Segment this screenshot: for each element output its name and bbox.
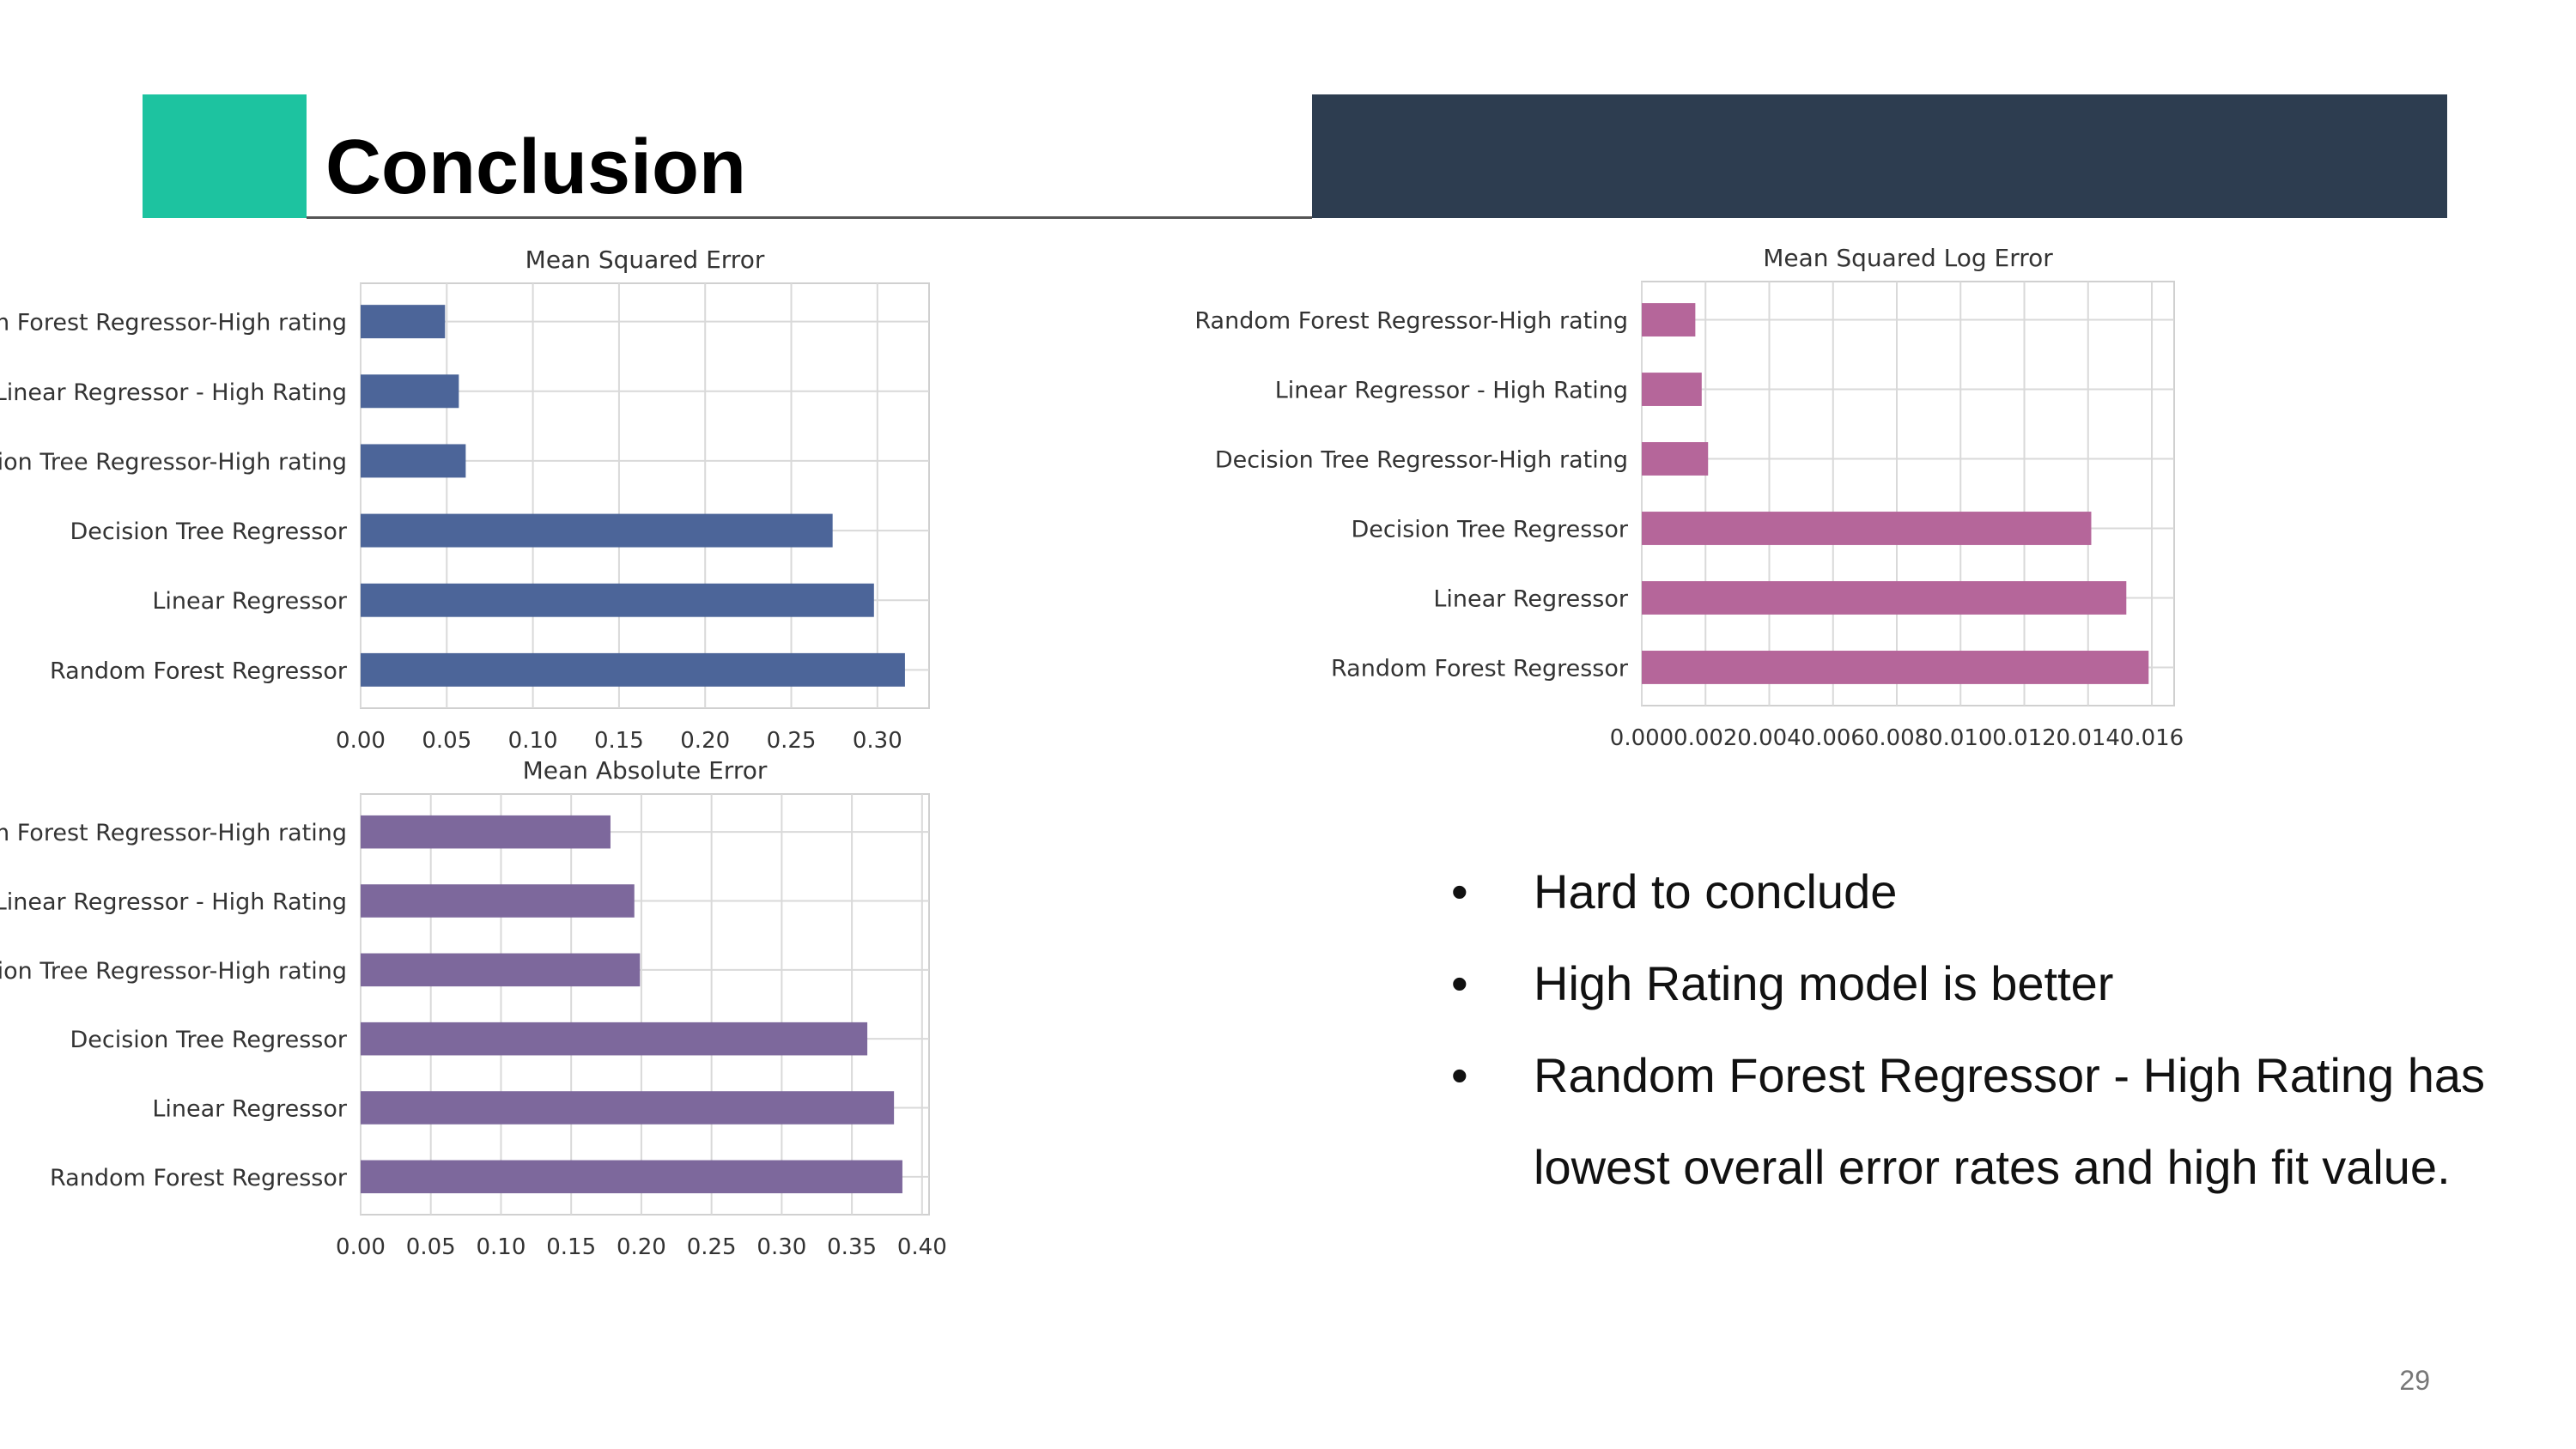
x-tick-label: 0.00 bbox=[336, 728, 386, 754]
category-label: Decision Tree Regressor-High rating bbox=[0, 449, 347, 476]
x-tick-label: 0.20 bbox=[680, 728, 730, 754]
category-label: Linear Regressor - High Rating bbox=[0, 379, 347, 406]
category-label: Decision Tree Regressor bbox=[70, 1027, 347, 1053]
bar bbox=[361, 583, 874, 617]
category-label: Random Forest Regressor bbox=[50, 1165, 348, 1191]
x-tick-label: 0.014 bbox=[2057, 725, 2120, 751]
plot-frame bbox=[360, 793, 930, 1216]
x-tick-label: 0.30 bbox=[853, 728, 902, 754]
x-tick-label: 0.05 bbox=[422, 728, 471, 754]
bullet-glyph: • bbox=[1451, 864, 1468, 919]
bullet-item: • High Rating model is better bbox=[1451, 937, 2542, 1029]
x-tick-label: 0.25 bbox=[687, 1234, 737, 1260]
x-tick-label: 0.000 bbox=[1610, 725, 1674, 751]
category-label: Linear Regressor bbox=[1433, 585, 1629, 612]
bar bbox=[1642, 512, 2092, 545]
x-tick-label: 0.004 bbox=[1737, 725, 1801, 751]
chart-title: Mean Squared Log Error bbox=[1763, 244, 2053, 272]
bar bbox=[1642, 442, 1709, 476]
x-tick-label: 0.10 bbox=[508, 728, 558, 754]
plot-frame bbox=[360, 282, 930, 709]
category-label: Linear Regressor - High Rating bbox=[0, 889, 347, 916]
bullet-item: • Random Forest Regressor - High Rating h… bbox=[1451, 1029, 2542, 1213]
msle-chart: Random Forest Regressor-High rating Linea… bbox=[1194, 244, 2184, 751]
slide-title: Conclusion bbox=[325, 124, 746, 210]
conclusion-bullets: • Hard to conclude • High Rating model is … bbox=[1451, 846, 2542, 1213]
x-tick-label: 0.012 bbox=[1992, 725, 2056, 751]
x-tick-label: 0.006 bbox=[1801, 725, 1865, 751]
category-label: Random Forest Regressor-High rating bbox=[1194, 308, 1628, 335]
category-label: Random Forest Regressor bbox=[50, 658, 348, 684]
bullet-text: Hard to conclude bbox=[1534, 864, 1898, 919]
category-label: Random Forest Regressor-High rating bbox=[0, 820, 347, 846]
bar bbox=[361, 444, 466, 478]
x-tick-label: 0.35 bbox=[827, 1234, 877, 1260]
bar bbox=[1642, 373, 1702, 406]
bar bbox=[361, 1091, 895, 1125]
x-tick-label: 0.010 bbox=[1929, 725, 1992, 751]
x-tick-label: 0.30 bbox=[756, 1234, 806, 1260]
x-tick-label: 0.40 bbox=[897, 1234, 947, 1260]
category-label: Linear Regressor - High Rating bbox=[1275, 378, 1628, 404]
bar bbox=[361, 513, 833, 548]
category-label: Decision Tree Regressor-High rating bbox=[1215, 447, 1628, 474]
bar bbox=[361, 884, 635, 918]
bar bbox=[1642, 651, 2149, 684]
bar bbox=[361, 1160, 902, 1194]
x-tick-label: 0.15 bbox=[546, 1234, 596, 1260]
category-label: Random Forest Regressor bbox=[1331, 655, 1629, 682]
mae-chart: Random Forest Regressor-High rating Linea… bbox=[0, 756, 947, 1260]
bar bbox=[361, 374, 459, 409]
x-tick-label: 0.25 bbox=[767, 728, 817, 754]
title-accent-block bbox=[143, 94, 307, 218]
chart-title: Mean Absolute Error bbox=[523, 756, 768, 785]
bullet-glyph: • bbox=[1451, 956, 1468, 1010]
x-tick-label: 0.15 bbox=[594, 728, 644, 754]
bar bbox=[361, 815, 611, 849]
category-label: Linear Regressor bbox=[152, 588, 348, 615]
x-tick-label: 0.05 bbox=[406, 1234, 456, 1260]
bar bbox=[1642, 303, 1696, 336]
bullet-item: • Hard to conclude bbox=[1451, 846, 2542, 937]
x-tick-label: 0.016 bbox=[2120, 725, 2184, 751]
category-label: Decision Tree Regressor bbox=[1351, 516, 1628, 543]
category-label: Linear Regressor bbox=[152, 1095, 348, 1122]
category-label: Decision Tree Regressor bbox=[70, 518, 347, 545]
x-tick-label: 0.002 bbox=[1674, 725, 1737, 751]
x-tick-label: 0.10 bbox=[477, 1234, 526, 1260]
x-tick-label: 0.20 bbox=[617, 1234, 666, 1260]
header-dark-block bbox=[1312, 94, 2447, 218]
bar bbox=[361, 1022, 868, 1056]
bullet-glyph: • bbox=[1451, 1048, 1468, 1102]
mse-chart: Random Forest Regressor-High rating Linea… bbox=[0, 246, 930, 754]
title-underline bbox=[307, 216, 1312, 219]
chart-title: Mean Squared Error bbox=[526, 246, 765, 274]
x-tick-label: 0.008 bbox=[1865, 725, 1929, 751]
category-label: Decision Tree Regressor-High rating bbox=[0, 958, 347, 985]
category-label: Random Forest Regressor-High rating bbox=[0, 310, 347, 336]
bullet-text: Random Forest Regressor - High Rating ha… bbox=[1534, 1048, 2486, 1194]
plot-frame bbox=[1641, 281, 2175, 706]
page-number: 29 bbox=[2399, 1365, 2430, 1396]
x-tick-label: 0.00 bbox=[336, 1234, 386, 1260]
bar bbox=[361, 953, 641, 987]
bar bbox=[361, 652, 905, 687]
bar bbox=[1642, 581, 2127, 615]
bar bbox=[361, 305, 446, 339]
bullet-text: High Rating model is better bbox=[1534, 956, 2114, 1010]
